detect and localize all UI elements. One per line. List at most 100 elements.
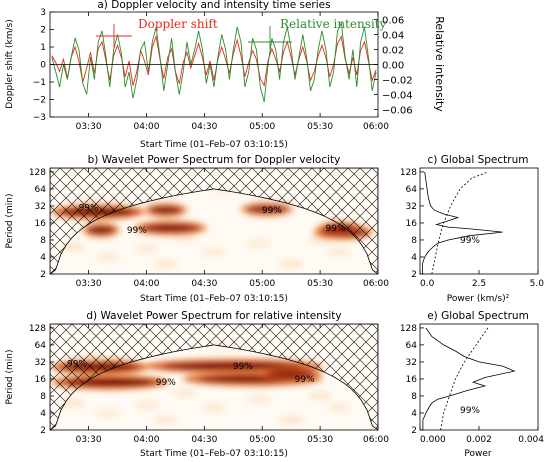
panel-b-xlabel: Start Time (01–Feb–07 03:10:15) [140,294,288,304]
panel-d-ytick-label: 64 [35,341,47,351]
panel-b-title: b) Wavelet Power Spectrum for Doppler ve… [88,154,341,166]
panel-a-xtick-label: 04:30 [191,122,217,132]
panel-e-title: e) Global Spectrum [427,310,529,322]
panel-d-power-blob [134,400,159,411]
panel-b-yticks: 2 4 8 16 32 64 128 [29,168,54,280]
panel-c-ytick-label: 16 [406,219,418,229]
panel-b-contour-label: 99% [79,204,99,214]
panel-b-power-core [88,226,115,234]
panel-a-ytick-label: −1 [33,78,46,88]
panel-d-power-blob [279,415,304,426]
panel-a-ylabel-right: Relative intensity [433,16,446,112]
panel-d-ytick-label: 2 [40,426,46,436]
panel-a-xtick-label: 05:00 [249,122,275,132]
panel-e-annotation: 99% [460,406,480,416]
panel-d-ytick-label: 16 [35,375,47,385]
panel-a-yticks: −3 −2 −1 0 1 2 3 [33,8,54,123]
panel-d-ytick-label: 128 [29,324,46,334]
panel-e-xtick-label: 0.002 [466,435,492,445]
panel-b-ytick-label: 64 [35,185,47,195]
panel-d-xticks: 03:30 04:00 04:30 05:00 05:30 06:00 [76,324,389,445]
panel-a-ytick-right-label: −0.04 [382,91,413,102]
panel-e-xticks: 0.000 0.002 0.004 [419,426,544,445]
panel-b-power-blob [134,244,159,255]
panel-c-ytick-label: 32 [406,202,417,212]
panel-d-frame [49,323,379,431]
panel-d-xlabel: Start Time (01–Feb–07 03:10:15) [140,449,288,459]
panel-b-frame [49,167,379,275]
panel-a-ytick-right-label: −0.02 [382,76,413,87]
panel-a-ytick-right-label: 0.00 [382,61,404,72]
panel-b-cone [50,168,378,274]
panel-e-xlabel: Power [464,449,492,459]
panel-d-xtick-label: 06:00 [363,435,389,445]
panel-d-ytick-label: 4 [40,409,46,419]
panel-b-contour-label: 99% [326,224,346,234]
series-doppler-line [51,34,377,87]
panel-e-ytick-label: 4 [411,409,417,419]
panel-e-xtick-label: 0.000 [420,435,446,445]
panel-a-ytick-right-label: 0.02 [382,46,404,57]
panel-c-yticks: 2 4 8 16 32 64 128 [400,168,424,280]
panel-b-power-blob [246,238,271,249]
panel-d-power-blob [173,388,198,399]
panel-c-frame [419,167,539,275]
panel-d-contour-label: 99% [233,362,253,372]
panel-d-power-blob [61,398,86,409]
series-intensity-line [51,21,377,103]
panel-a-ytick-right-label: 0.06 [382,16,404,27]
panel-b-power-core [143,224,198,232]
panel-d-xtick-label: 05:00 [249,435,275,445]
panel-a-yticks-right: −0.06 −0.04 −0.02 0.00 0.02 0.04 0.06 [374,16,413,117]
panel-e-series [422,327,516,431]
panel-a-xtick-label: 06:00 [363,122,389,132]
panel-a-ytick-right-label: 0.04 [382,31,404,42]
panel-a-ytick-label: 1 [40,43,46,53]
panel-d-power-blob [153,415,178,426]
panel-d-ytick-label: 32 [35,358,46,368]
panel-b-power-blob [202,246,226,257]
panel-e-ytick-label: 16 [406,375,418,385]
panel-b-power-core [247,205,287,213]
panel-e-spectrum-line [422,327,516,430]
panel-b-ytick-label: 8 [40,236,46,246]
panel-d-contour-label: 99% [67,360,87,370]
panel-d-power-blob [327,402,352,413]
panel-b-power-blob [95,251,120,262]
panel-b-contour-label: 99% [127,226,147,236]
panel-c: c) Global Spectrum 0.0 2.5 5.0 2 4 8 16 32 64 12… [400,154,544,304]
panel-a-ytick-label: 3 [40,8,46,18]
panel-c-spectrum-line [422,171,503,274]
legend-intensity: Relative intensity [248,17,387,55]
panel-e-ytick-label: 8 [411,392,417,402]
panel-b-xtick-label: 05:30 [307,279,333,289]
panel-d-contour-label: 99% [295,375,315,385]
panel-a-xtick-label: 03:30 [76,122,102,132]
panel-a-xlabel: Start Time (01–Feb–07 03:10:15) [140,140,288,150]
panel-a-xticks: 03:30 04:00 04:30 05:00 05:30 06:00 [76,12,389,132]
panel-b-xticks: 03:30 04:00 04:30 05:00 05:30 06:00 [76,168,389,289]
panel-d-power-blob [308,390,333,401]
panel-a-ytick-right-label: −0.06 [382,106,413,117]
panel-b-xtick-label: 04:00 [134,279,160,289]
panel-a-ylabel: Doppler shift (km/s) [5,19,15,108]
panel-b-power-blob [327,246,352,257]
panel-e-yticks: 2 4 8 16 32 64 128 [400,324,424,436]
panel-d-xtick-label: 04:00 [134,435,160,445]
panel-b-power-blob [61,242,86,253]
panel-a-xtick-label: 05:30 [307,122,333,132]
panel-b-power-core [150,206,182,214]
panel-d-xtick-label: 05:30 [307,435,333,445]
panel-b-ytick-label: 128 [29,168,46,178]
panel-d-ylabel: Period (min) [5,350,15,405]
panel-b-ytick-label: 16 [35,219,47,229]
panel-d-yticks: 2 4 8 16 32 64 128 [29,324,54,436]
panel-c-ytick-label: 4 [411,253,417,263]
panel-b-xtick-label: 04:30 [191,279,217,289]
panel-d-power-blob [246,394,271,405]
panel-e-ytick-label: 32 [406,358,417,368]
panel-c-annotation: 99% [460,236,480,246]
panel-c-series [422,171,503,275]
panel-d-contour-label: 99% [156,378,176,388]
